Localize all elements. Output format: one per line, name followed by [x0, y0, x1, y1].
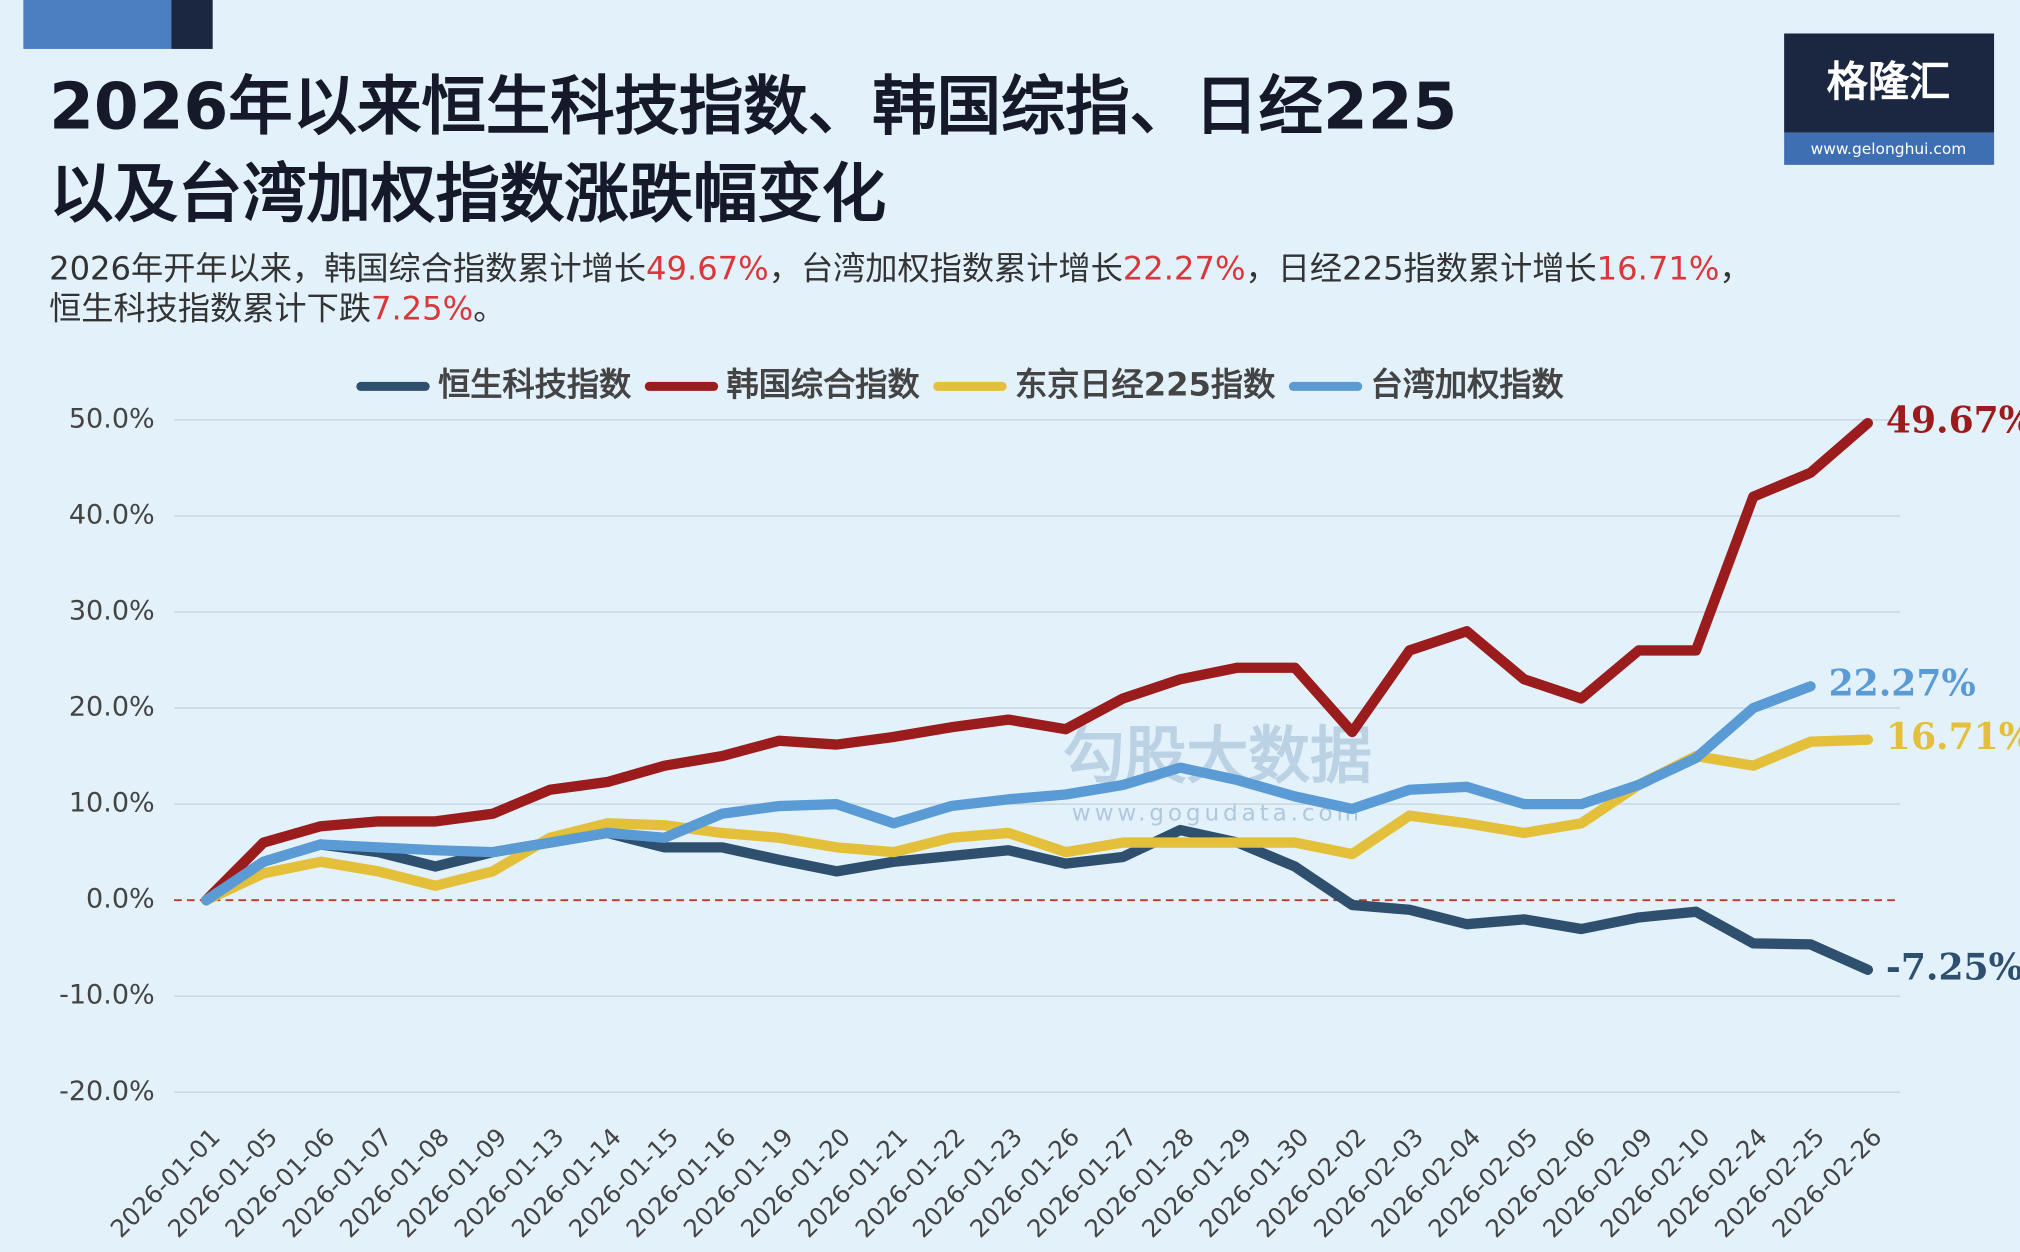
subtitle-part: ，台湾加权指数累计增长 [769, 249, 1123, 287]
y-tick-label: 40.0% [69, 499, 155, 530]
subtitle-part: ， [1719, 249, 1751, 287]
subtitle-part: 。 [473, 289, 505, 327]
legend-label: 韩国综合指数 [727, 365, 921, 403]
subtitle: 2026年开年以来，韩国综合指数累计增长49.67%，台湾加权指数累计增长22.… [49, 249, 1752, 287]
logo-url-box [1784, 132, 1995, 165]
subtitle-part: 2026年开年以来，韩国综合指数累计增长 [49, 249, 646, 287]
chart-title: 以及台湾加权指数涨跌幅变化 [49, 157, 886, 232]
y-tick-label: 50.0% [69, 403, 155, 434]
subtitle: 恒生科技指数累计下跌7.25%。 [49, 289, 505, 327]
y-tick-label: 10.0% [69, 788, 155, 819]
series-line [201, 734, 1874, 906]
subtitle-part: 恒生科技指数累计下跌 [49, 289, 371, 327]
series-line [201, 417, 1874, 906]
chart-title: 2026年以来恒生科技指数、韩国综指、日经225 [49, 69, 1457, 144]
y-tick-label: -10.0% [59, 980, 155, 1011]
end-label: 22.27% [1829, 662, 1976, 705]
corner-bar [171, 0, 213, 49]
series-line [201, 681, 1816, 906]
subtitle-part: 7.25% [371, 289, 473, 327]
y-tick-label: 30.0% [69, 596, 155, 627]
legend-label: 恒生科技指数 [438, 365, 632, 403]
corner-bar [23, 0, 172, 49]
legend-label: 台湾加权指数 [1371, 365, 1565, 403]
logo-box [1784, 33, 1995, 133]
subtitle-part: 49.67% [646, 249, 769, 287]
y-tick-label: 0.0% [86, 884, 155, 915]
end-label: 49.67% [1886, 399, 2020, 442]
y-tick-label: -20.0% [59, 1076, 155, 1107]
legend-label: 东京日经225指数 [1015, 365, 1276, 403]
subtitle-part: ，日经225指数累计增长 [1246, 249, 1597, 287]
end-label: -7.25% [1886, 945, 2020, 988]
logo-url: www.gelonghui.com [1811, 140, 1967, 158]
end-label: 16.71% [1886, 715, 2020, 758]
y-tick-label: 20.0% [69, 692, 155, 723]
watermark: 勾股大数据 [1063, 720, 1372, 792]
subtitle-part: 22.27% [1123, 249, 1246, 287]
subtitle-part: 16.71% [1597, 249, 1720, 287]
logo-text: 格隆汇 [1827, 58, 1951, 106]
